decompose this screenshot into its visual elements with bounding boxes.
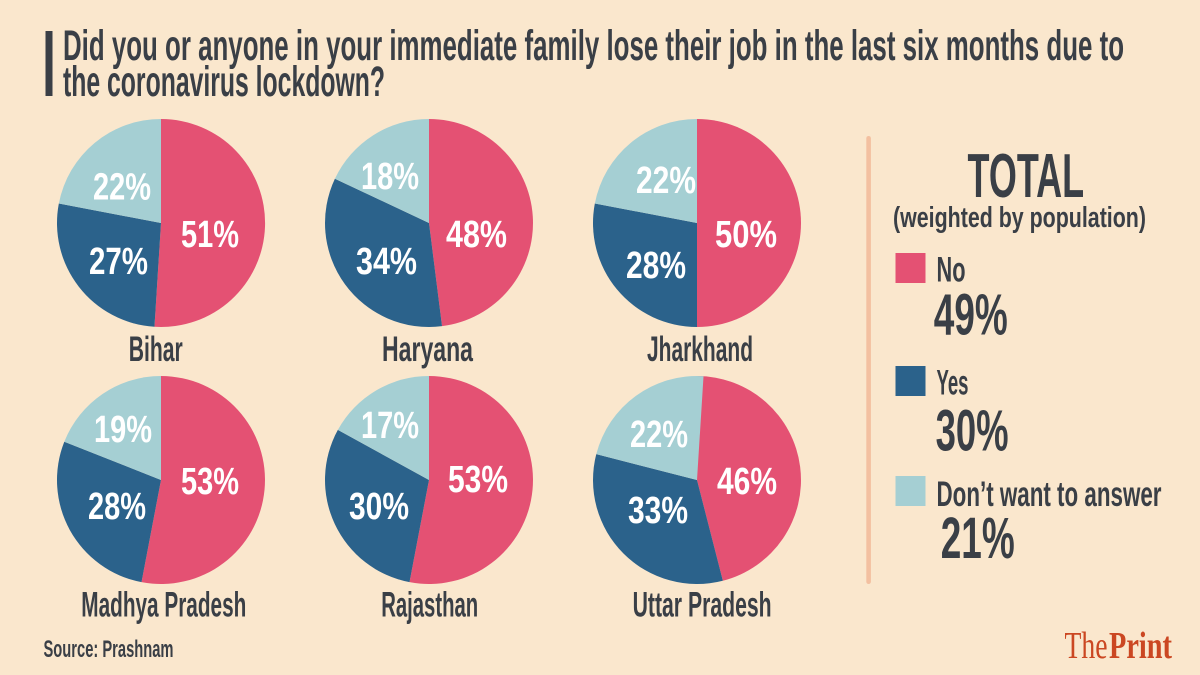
svg-text:Uttar Pradesh: Uttar Pradesh <box>633 586 772 625</box>
svg-text:30%: 30% <box>936 399 1009 464</box>
svg-text:TOTAL: TOTAL <box>968 142 1085 211</box>
svg-text:the coronavirus lockdown?: the coronavirus lockdown? <box>63 58 385 106</box>
svg-text:50%: 50% <box>715 214 777 256</box>
svg-text:22%: 22% <box>630 414 688 456</box>
svg-text:Rajasthan: Rajasthan <box>381 586 478 625</box>
svg-text:48%: 48% <box>446 214 507 256</box>
svg-text:27%: 27% <box>89 241 148 283</box>
svg-text:Madhya Pradesh: Madhya Pradesh <box>81 586 246 625</box>
svg-text:Source: Prashnam: Source: Prashnam <box>44 636 174 663</box>
svg-text:28%: 28% <box>626 245 686 287</box>
svg-text:19%: 19% <box>94 409 152 451</box>
svg-text:51%: 51% <box>181 214 239 256</box>
svg-text:(weighted by population): (weighted by population) <box>893 202 1146 234</box>
svg-text:49%: 49% <box>934 283 1008 348</box>
svg-text:22%: 22% <box>636 160 696 202</box>
svg-text:21%: 21% <box>941 506 1015 571</box>
svg-text:17%: 17% <box>361 405 419 447</box>
svg-text:34%: 34% <box>356 241 417 283</box>
svg-text:Yes: Yes <box>937 363 969 402</box>
svg-text:30%: 30% <box>349 486 409 528</box>
svg-text:Print: Print <box>1109 625 1172 667</box>
svg-text:Haryana: Haryana <box>382 330 473 369</box>
svg-text:No: No <box>937 251 966 290</box>
svg-text:Did you or anyone in your imme: Did you or anyone in your immediate fami… <box>63 22 1124 70</box>
svg-text:53%: 53% <box>181 461 239 503</box>
svg-text:33%: 33% <box>628 490 688 532</box>
svg-text:Bihar: Bihar <box>129 330 183 369</box>
svg-text:Jharkhand: Jharkhand <box>647 330 753 369</box>
svg-text:18%: 18% <box>361 156 419 198</box>
svg-text:22%: 22% <box>93 167 151 209</box>
svg-text:Don’t want to answer: Don’t want to answer <box>937 475 1162 514</box>
svg-text:The: The <box>1065 625 1108 667</box>
svg-text:46%: 46% <box>717 461 777 503</box>
svg-text:53%: 53% <box>448 459 508 501</box>
svg-text:28%: 28% <box>88 486 146 528</box>
